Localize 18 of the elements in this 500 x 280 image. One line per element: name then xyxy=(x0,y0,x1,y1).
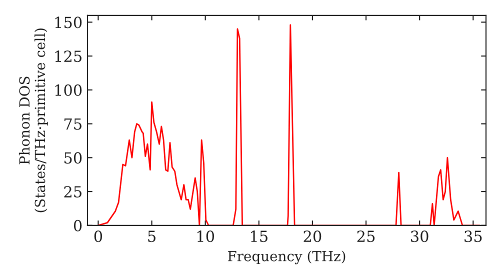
y-tick-label: 75 xyxy=(64,118,82,130)
x-tick-label: 0 xyxy=(94,230,102,242)
y-tick-label: 0 xyxy=(74,220,82,232)
y-tick-label: 25 xyxy=(64,186,82,198)
x-axis-title: Frequency (THz) xyxy=(228,250,346,264)
line-series xyxy=(98,24,480,226)
y-tick-label: 125 xyxy=(55,50,82,62)
x-tick-label: 30 xyxy=(411,230,428,242)
x-tick-label: 10 xyxy=(197,230,214,242)
x-tick-label: 20 xyxy=(304,230,322,242)
y-tick-label: 50 xyxy=(64,152,82,164)
x-tick-label: 25 xyxy=(357,230,375,242)
x-tick-label: 35 xyxy=(464,230,482,242)
y-tick-label: 150 xyxy=(55,16,82,28)
x-tick-label: 5 xyxy=(148,230,156,242)
y-tick-label: 100 xyxy=(55,84,82,96)
x-tick-label: 15 xyxy=(251,230,268,242)
y-axis-title: Phonon DOS (States/THz·primitive cell) xyxy=(18,28,48,212)
